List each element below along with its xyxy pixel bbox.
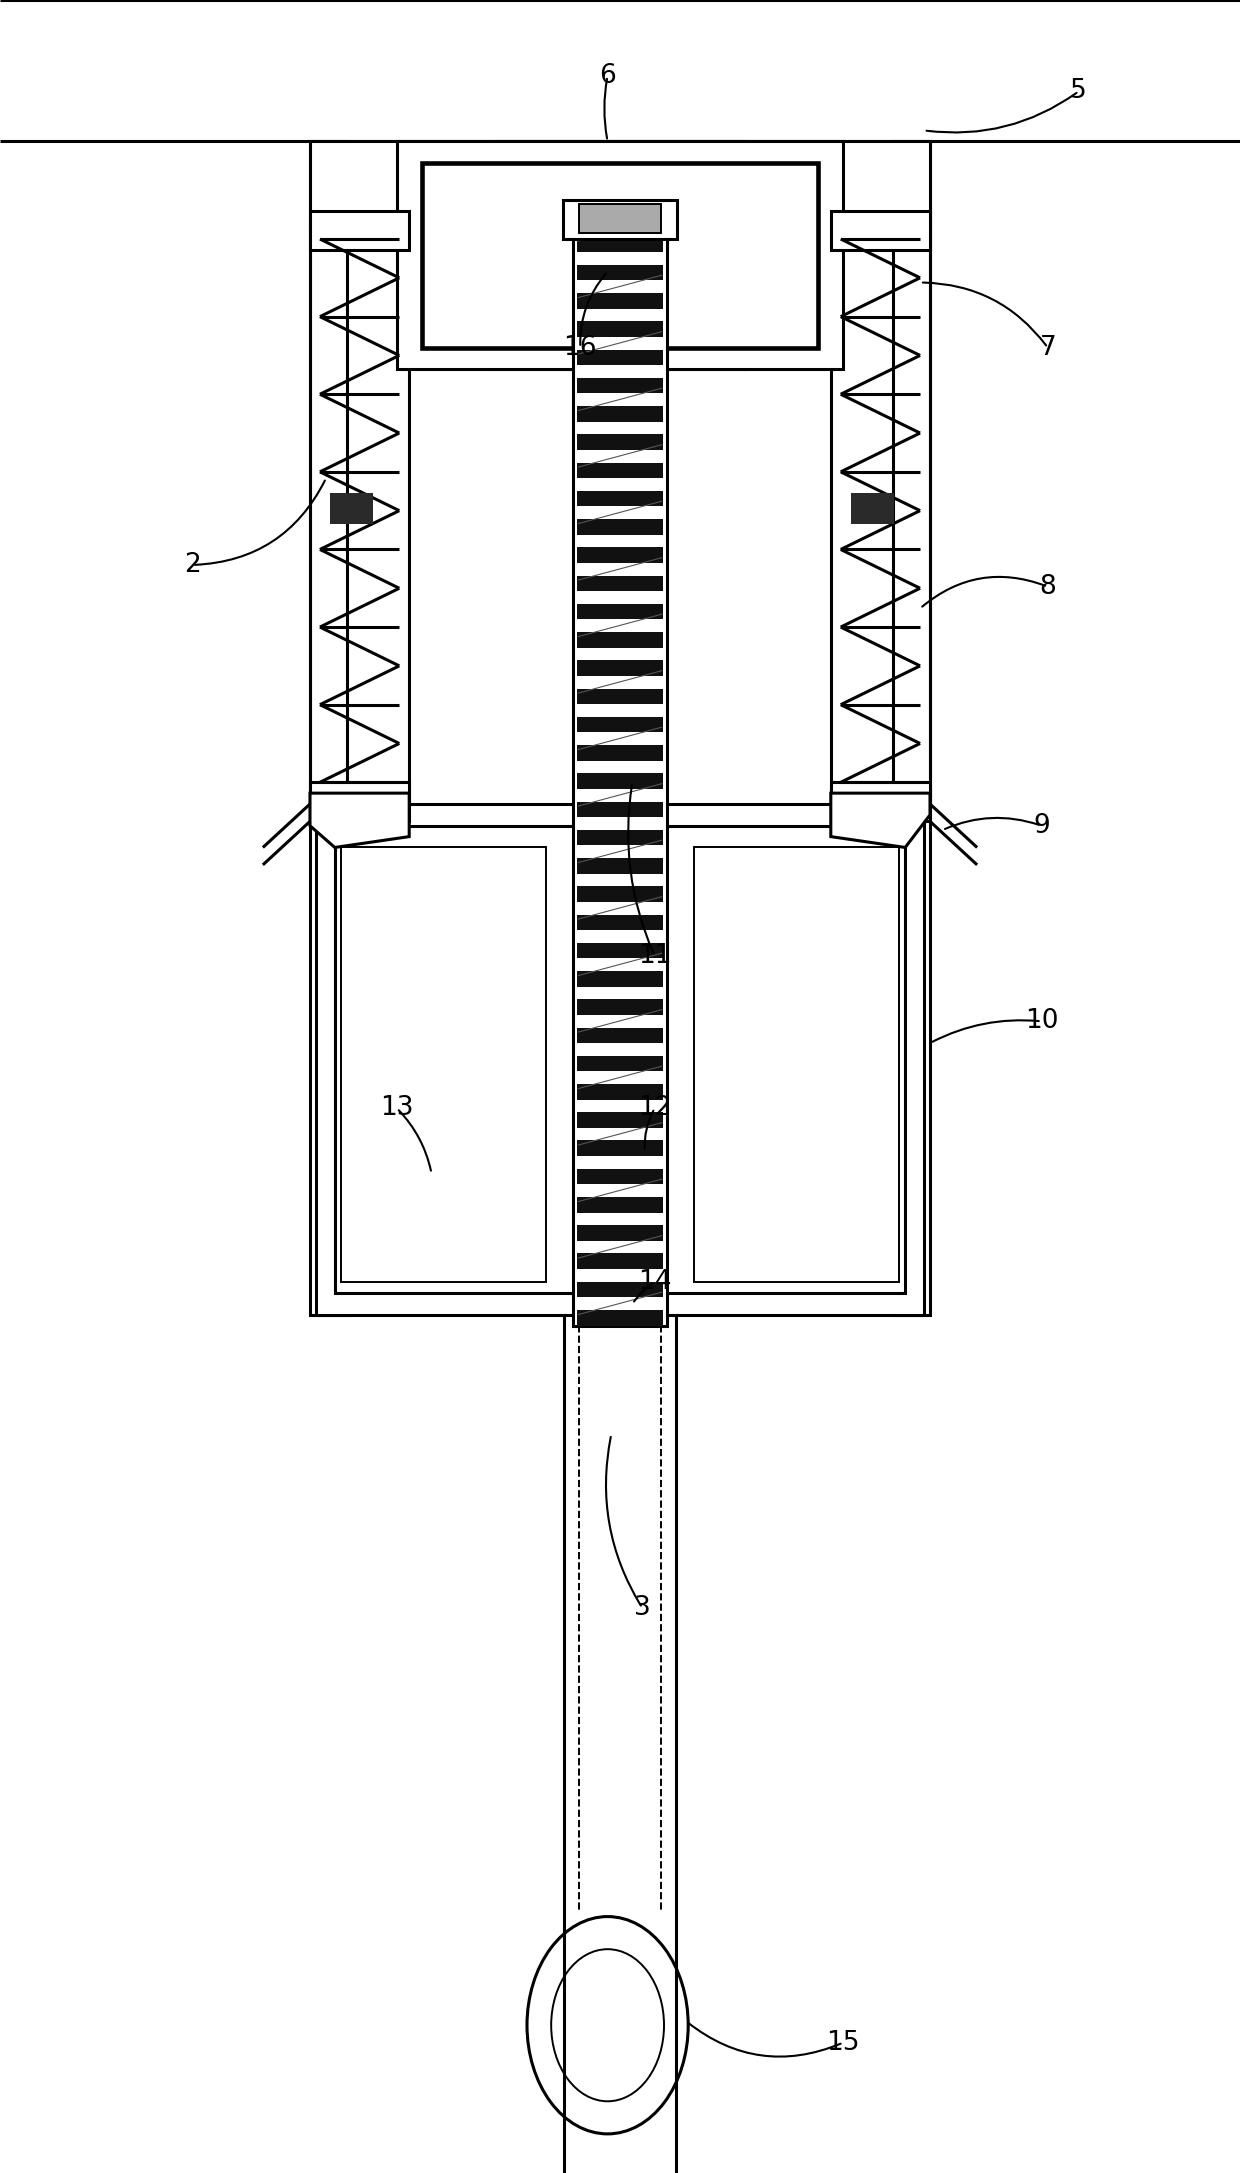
Text: 12: 12 [637,1095,672,1121]
Bar [310,141,347,1315]
Bar [495,141,745,369]
Bar [577,265,663,280]
Bar [577,943,663,958]
Bar [341,847,546,1282]
Bar [577,604,663,619]
Bar [577,491,663,506]
Bar [577,1226,663,1241]
Bar [577,576,663,591]
Bar [573,206,667,1326]
Bar [577,1000,663,1015]
Bar [577,406,663,422]
Bar [577,717,663,732]
Bar [577,1282,663,1297]
Bar [577,548,663,563]
Bar [577,689,663,704]
Bar [335,826,905,1293]
Text: 16: 16 [563,335,598,361]
Bar [577,661,663,676]
Bar [397,141,843,369]
Bar [0,0,1240,141]
Bar [577,1254,663,1269]
Bar [577,1084,663,1100]
Bar [577,322,663,337]
Polygon shape [310,793,409,847]
Bar [577,209,663,224]
Bar [310,141,930,228]
Bar [577,293,663,309]
Bar [310,211,409,250]
Text: 14: 14 [637,1269,672,1295]
Bar [577,830,663,845]
Bar [577,858,663,874]
Bar [851,493,894,524]
Text: 11: 11 [637,943,672,969]
Text: 13: 13 [379,1095,414,1121]
Text: 6: 6 [599,63,616,89]
Text: 15: 15 [826,2030,861,2056]
Text: 5: 5 [1070,78,1087,104]
Bar [577,1113,663,1128]
Text: 3: 3 [634,1595,651,1621]
Bar [893,141,930,1315]
Bar [577,1310,663,1326]
Bar [577,971,663,987]
Text: 8: 8 [1039,574,1056,600]
Bar [422,163,818,348]
Bar [310,782,409,821]
Bar [577,774,663,789]
Text: 10: 10 [1024,1008,1059,1034]
Bar [577,915,663,930]
Bar [577,1169,663,1184]
Bar [577,632,663,648]
Bar [577,237,663,252]
Bar [577,1056,663,1071]
Bar [577,463,663,478]
Polygon shape [831,793,930,847]
Bar [577,519,663,535]
Bar [831,211,930,250]
Bar [577,350,663,365]
Bar [577,1028,663,1043]
Bar [577,378,663,393]
Bar [330,493,373,524]
Text: 9: 9 [1033,813,1050,839]
Text: 7: 7 [1039,335,1056,361]
Bar [579,204,661,233]
Bar [694,847,899,1282]
Bar [577,802,663,817]
Bar [577,887,663,902]
Bar [831,782,930,821]
Text: 2: 2 [184,552,201,578]
Bar [577,1197,663,1213]
Bar [577,1141,663,1156]
Bar [563,200,677,239]
Bar [577,745,663,761]
Bar [316,804,924,1315]
Bar [577,435,663,450]
